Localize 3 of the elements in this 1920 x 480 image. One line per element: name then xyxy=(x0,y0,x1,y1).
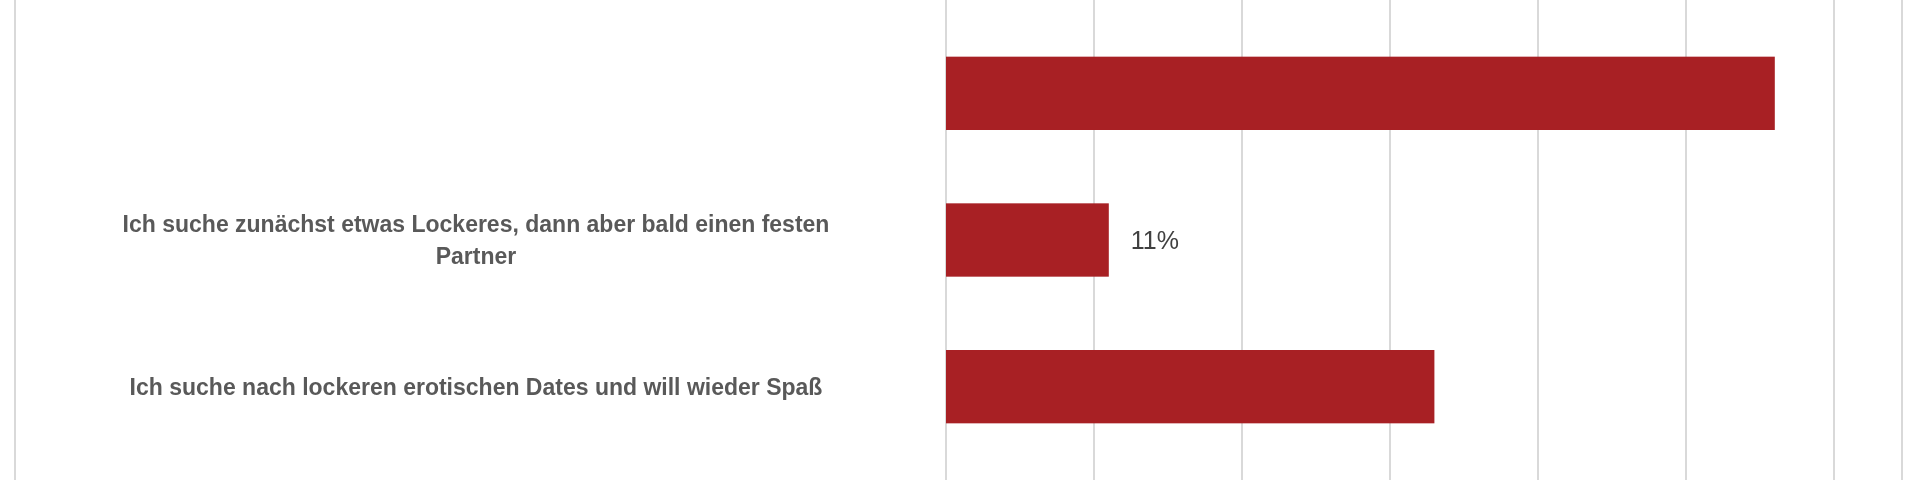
y-tick-label: Ich suche nach lockeren erotischen Dates und will wieder Spaß xyxy=(129,373,823,400)
y-tick-label: Ich suche zunächst etwas Lockeres, dann aber bald einen festen Partner xyxy=(122,211,830,269)
data-label: 11% xyxy=(1130,226,1179,254)
